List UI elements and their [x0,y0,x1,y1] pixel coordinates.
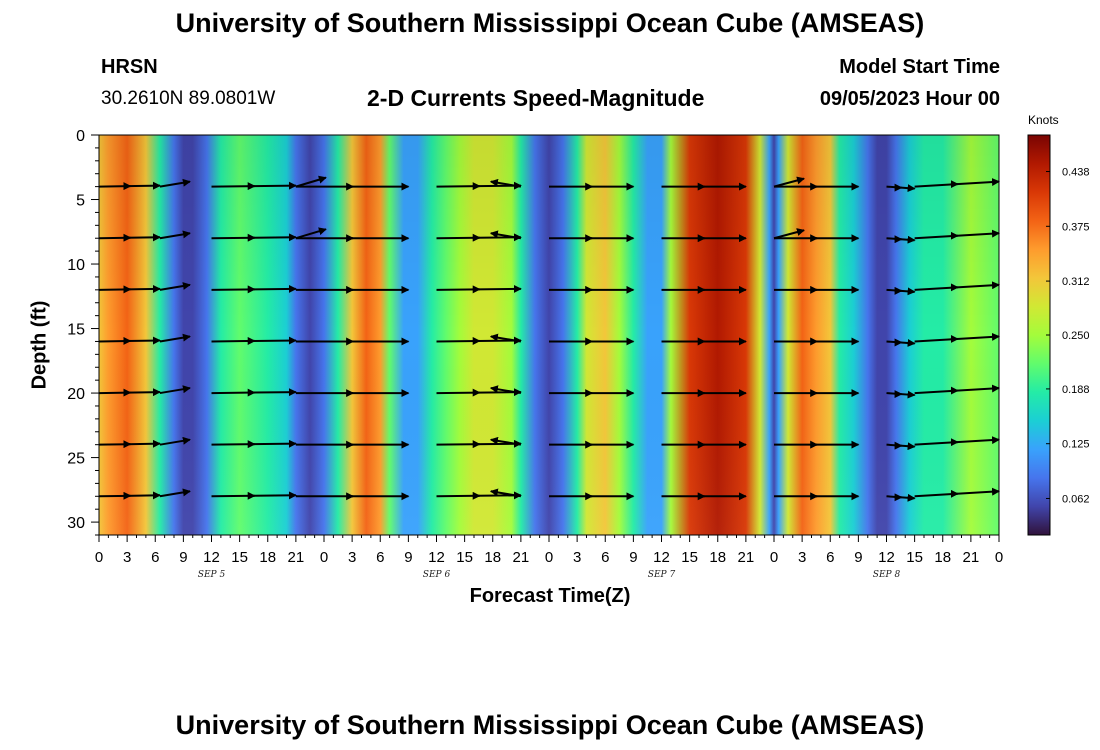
x-tick-label: 18 [484,549,501,566]
transition-vector [489,436,522,446]
depth-shading [99,135,999,535]
date-label: SEP 5 [197,570,226,580]
y-tick-label: 0 [76,128,85,145]
colorbar-tick-label: 0.250 [1062,330,1090,342]
x-tick-label: 0 [770,549,778,566]
transition-vector [489,178,522,188]
footer-title: University of Southern Mississippi Ocean… [175,710,925,740]
y-axis: 0 5 10 15 20 25 30 [67,128,99,536]
x-tick-label: 9 [404,549,412,566]
page-title: University of Southern Mississippi Ocean… [175,8,925,38]
x-tick-label: 12 [878,549,895,566]
x-tick-label: 12 [203,549,220,566]
x-axis: 0 3 6 9 12 15 18 21 0 3 6 9 12 15 18 21 0 3 6 9 12 15 18 21 0 3 6 9… [95,535,1003,566]
current-vectors [98,175,1000,502]
x-tick-label: 3 [123,549,131,566]
date-label: SEP 6 [422,570,451,580]
model-start-label: Model Start Time [839,56,1000,78]
x-tick-label: 0 [95,549,103,566]
x-tick-label: 15 [681,549,698,566]
y-tick-label: 10 [67,257,85,274]
x-tick-label: 12 [428,549,445,566]
y-axis-label: Depth (ft) [28,300,51,390]
colorbar-tick-label: 0.438 [1062,167,1090,179]
x-axis-label: Forecast Time(Z) [469,585,631,607]
colorbar-label: Knots [1028,113,1059,127]
transition-vector [159,333,191,343]
x-tick-label: 21 [513,549,530,566]
model-start-time: 09/05/2023 Hour 00 [819,88,1000,110]
x-tick-label: 3 [798,549,806,566]
colorbar-tick-label: 0.125 [1062,439,1090,451]
transition-vector [773,176,805,188]
y-tick-label: 30 [67,515,85,532]
y-tick-label: 5 [76,193,85,210]
x-tick-label: 0 [545,549,553,566]
transition-vector [489,385,522,395]
transition-vector [489,333,522,343]
colorbar-tick-label: 0.375 [1062,221,1090,233]
y-tick-label: 20 [67,386,85,403]
x-tick-label: 21 [738,549,755,566]
chart-title: 2-D Currents Speed-Magnitude [367,85,705,111]
station-coords: 30.2610N 89.0801W [101,88,276,109]
transition-vector [159,282,191,291]
x-tick-label: 12 [653,549,670,566]
x-tick-label: 18 [934,549,951,566]
colorbar-axis: 0.438 0.375 0.312 0.250 0.188 0.125 0.062 [1046,167,1090,505]
x-tick-label: 18 [709,549,726,566]
transition-vector [159,488,191,498]
x-tick-label: 21 [963,549,980,566]
x-tick-label: 21 [288,549,305,566]
x-tick-label: 9 [629,549,637,566]
colorbar-tick-label: 0.062 [1062,493,1090,505]
x-tick-label: 9 [179,549,187,566]
transition-vector [159,178,191,188]
x-tick-label: 6 [826,549,834,566]
transition-vector [159,230,191,240]
transition-vector [489,230,522,240]
x-tick-label: 0 [320,549,328,566]
transition-vector [159,385,191,395]
x-tick-label: 15 [456,549,473,566]
date-label: SEP 8 [872,570,901,580]
transition-vector [489,488,522,498]
transition-vector [773,228,805,240]
y-axis-label-wrap: Depth (ft) [20,301,60,390]
x-tick-label: 3 [348,549,356,566]
transition-vector [295,227,327,240]
x-tick-label: 15 [231,549,248,566]
x-tick-label: 3 [573,549,581,566]
x-tick-label: 6 [601,549,609,566]
x-tick-label: 15 [906,549,923,566]
x-tick-label: 0 [995,549,1003,566]
colorbar-tick-label: 0.188 [1062,384,1090,396]
x-tick-label: 6 [376,549,384,566]
x-tick-label: 6 [151,549,159,566]
transition-vector [159,436,191,446]
station-name: HRSN [101,56,158,78]
x-tick-label: 18 [259,549,276,566]
x-tick-label: 9 [854,549,862,566]
transition-vector [295,175,327,188]
y-tick-label: 25 [67,451,85,468]
date-label: SEP 7 [647,570,676,580]
colorbar-tick-label: 0.312 [1062,276,1090,288]
y-tick-label: 15 [67,322,85,339]
